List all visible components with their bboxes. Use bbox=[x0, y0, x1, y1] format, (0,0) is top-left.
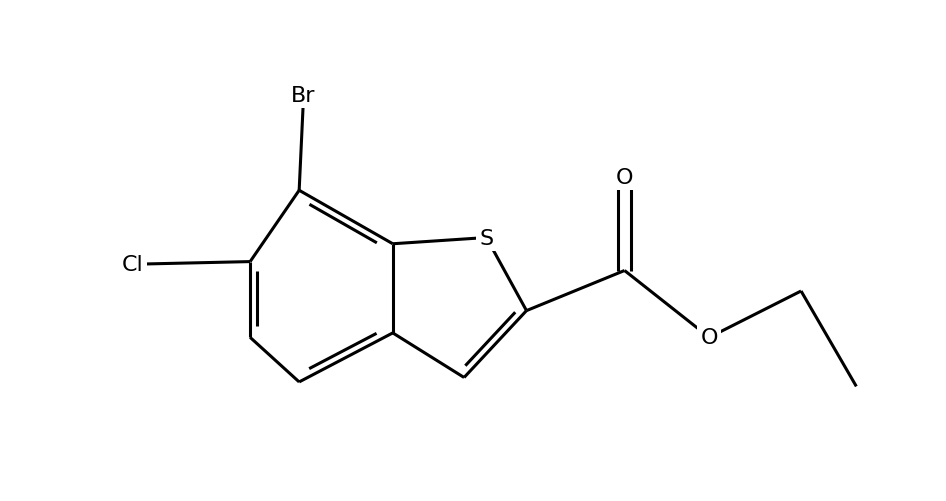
Text: Br: Br bbox=[291, 86, 316, 106]
Text: S: S bbox=[480, 228, 494, 248]
Text: O: O bbox=[700, 328, 718, 348]
Text: O: O bbox=[616, 167, 633, 187]
Text: Cl: Cl bbox=[122, 255, 144, 275]
